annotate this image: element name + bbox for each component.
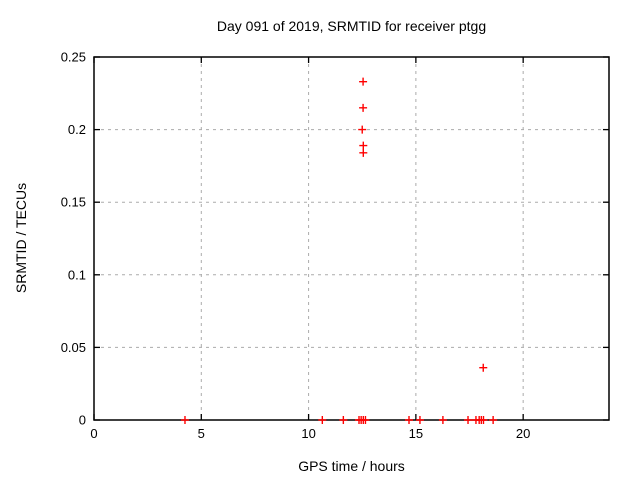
data-point-marker xyxy=(361,416,370,424)
data-point-marker xyxy=(479,363,488,372)
y-tick-label: 0.1 xyxy=(68,267,86,282)
x-tick-label: 15 xyxy=(409,426,423,441)
data-point-marker xyxy=(405,416,414,424)
data-point-marker xyxy=(489,416,498,424)
x-tick-label: 5 xyxy=(198,426,205,441)
x-tick-label: 0 xyxy=(90,426,97,441)
y-tick-label: 0.25 xyxy=(61,50,86,65)
data-point-marker xyxy=(359,77,368,86)
chart-title: Day 091 of 2019, SRMTID for receiver ptg… xyxy=(216,18,487,34)
data-point-marker xyxy=(464,416,473,424)
x-tick-label: 10 xyxy=(301,426,315,441)
x-axis-label: GPS time / hours xyxy=(298,458,405,474)
data-point-marker xyxy=(479,416,488,424)
plot-border xyxy=(93,56,610,421)
data-point-marker xyxy=(359,148,368,157)
y-tick-label: 0.2 xyxy=(68,122,86,137)
data-point-marker xyxy=(415,416,424,424)
data-point-marker xyxy=(359,103,368,112)
data-point-marker xyxy=(438,416,447,424)
y-tick-label: 0 xyxy=(79,413,86,428)
data-point-marker xyxy=(359,141,368,150)
data-point-marker xyxy=(358,125,367,134)
y-tick-label: 0.15 xyxy=(61,195,86,210)
x-tick-label: 20 xyxy=(516,426,530,441)
y-tick-label: 0.05 xyxy=(61,340,86,355)
data-point-marker xyxy=(318,416,327,424)
data-point-marker xyxy=(180,416,189,424)
data-point-marker xyxy=(339,416,348,424)
